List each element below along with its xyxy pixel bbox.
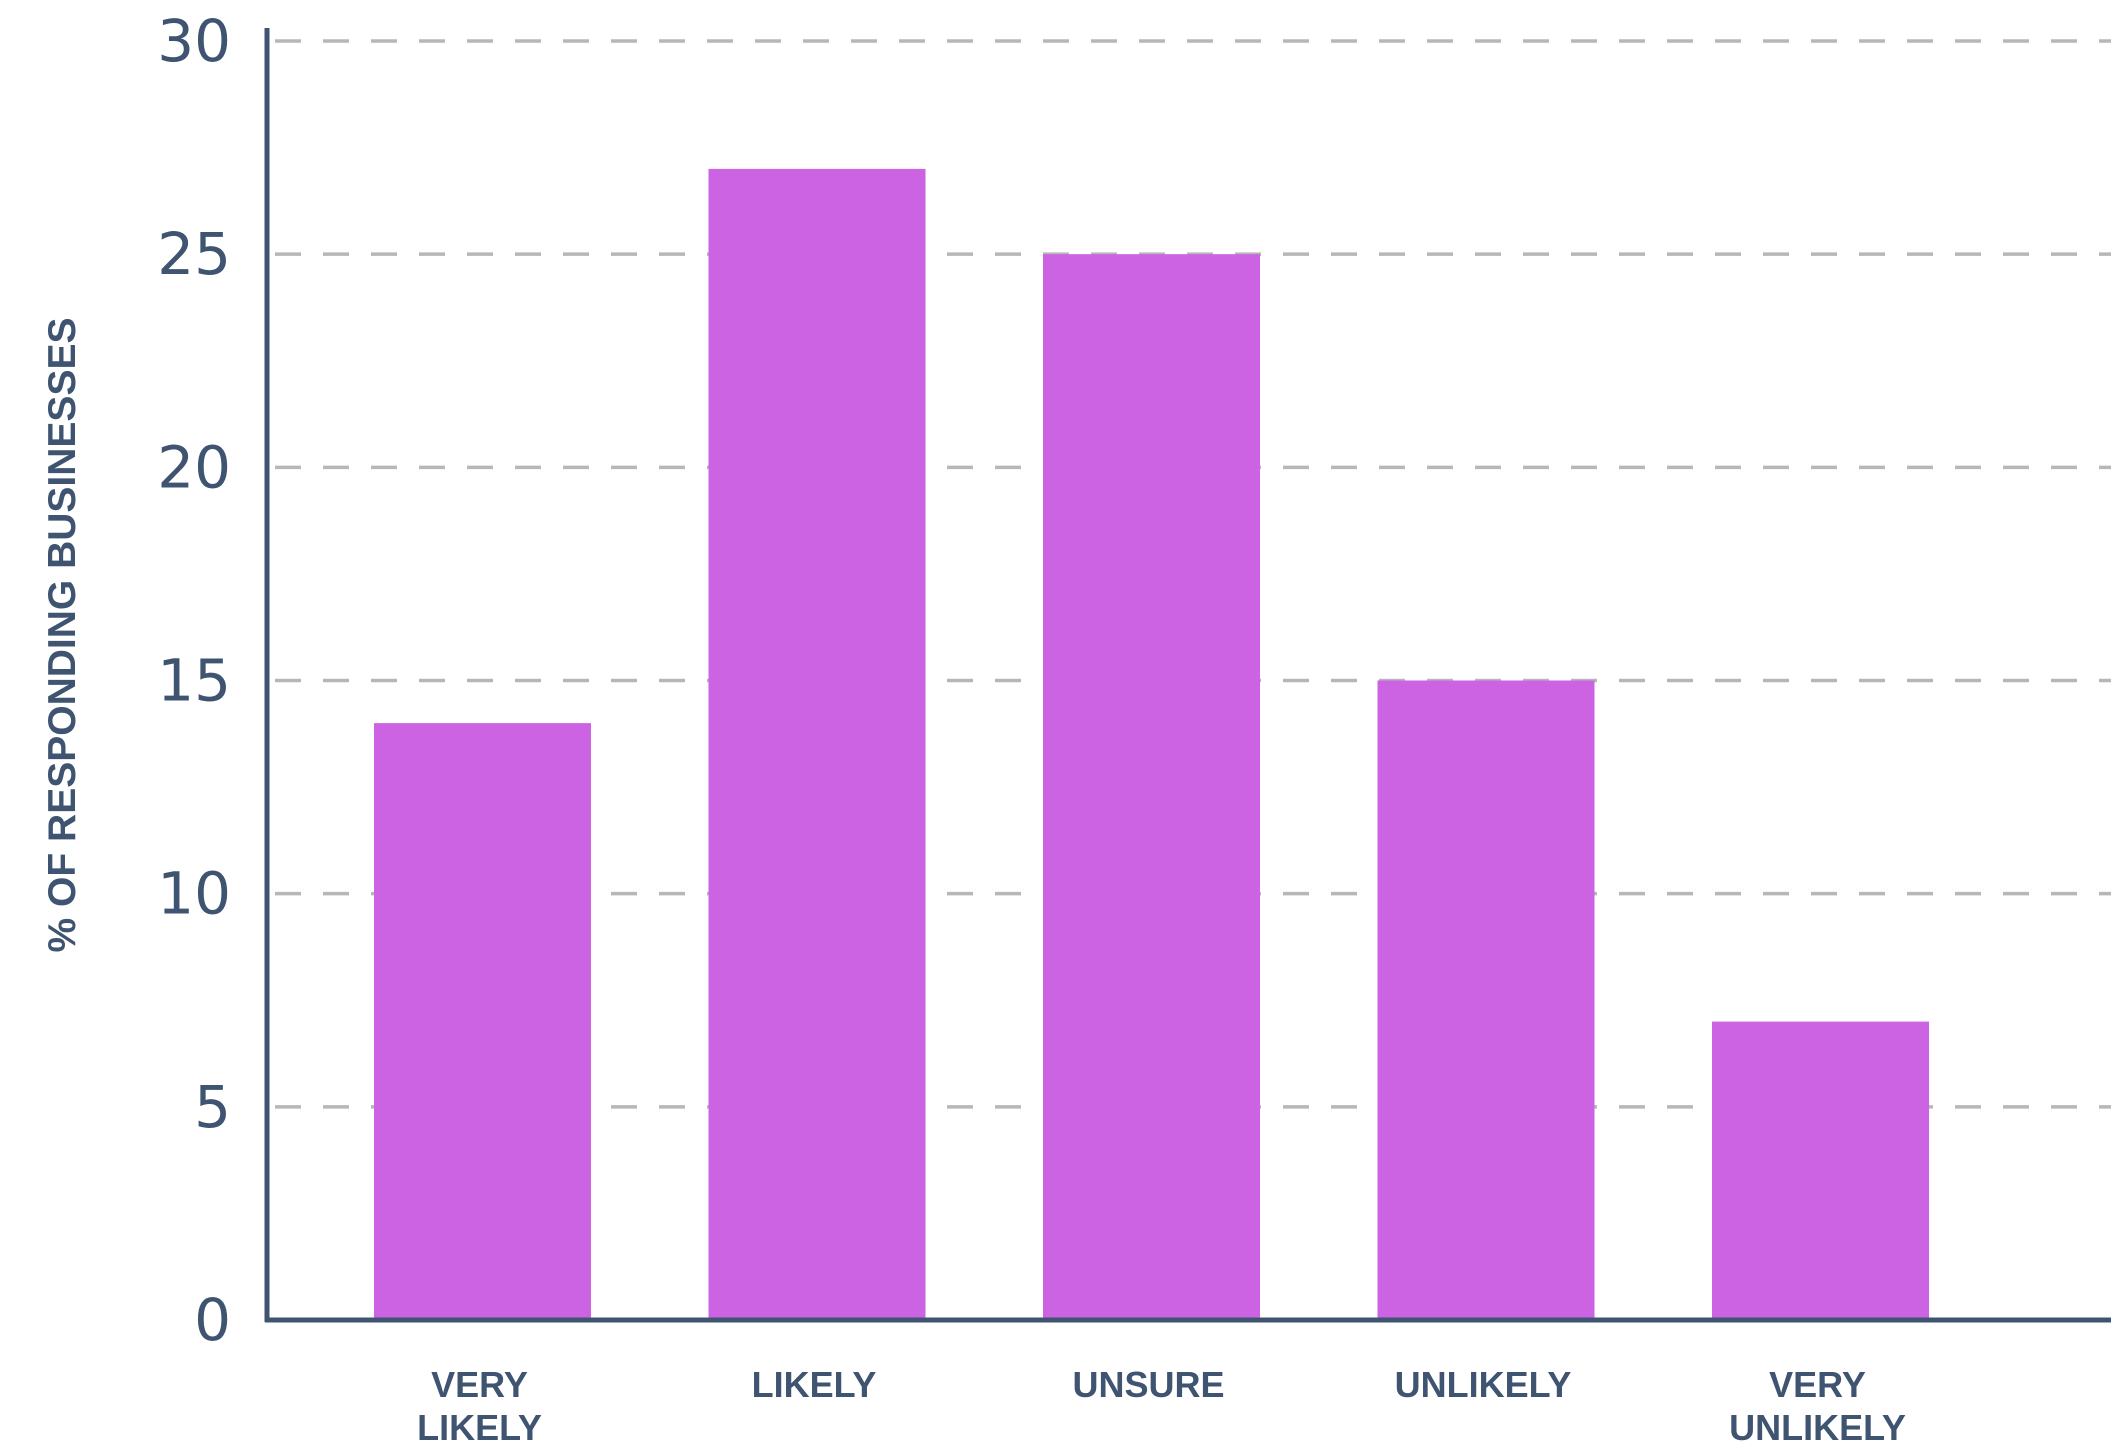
y-axis-title: % OF RESPONDING BUSINESSES xyxy=(41,318,84,953)
bar xyxy=(708,168,926,1320)
y-tick-label: 15 xyxy=(157,647,231,715)
x-tick-label: LIKELY xyxy=(752,1364,877,1405)
y-tick-label: 30 xyxy=(157,7,231,75)
y-tick-label: 10 xyxy=(157,860,231,928)
x-tick-label: UNLIKELY xyxy=(1395,1364,1572,1405)
bar xyxy=(1043,254,1260,1321)
y-tick-label: 20 xyxy=(157,433,231,501)
bars xyxy=(374,168,1929,1321)
x-tick-label: VERY LIKELY xyxy=(417,1364,542,1442)
y-tick-label: 0 xyxy=(194,1286,231,1354)
x-tick-label: VERY UNLIKELY xyxy=(1729,1364,1906,1442)
axes xyxy=(264,28,2111,1323)
y-tick-label: 25 xyxy=(157,220,231,288)
y-tick-label: 5 xyxy=(194,1073,231,1141)
x-tick-labels: VERY LIKELY LIKELY UNSURE UNLIKELY VERY UNLIKE… xyxy=(417,1364,1906,1442)
y-tick-labels: 0 5 10 15 20 25 30 xyxy=(157,7,231,1354)
x-tick-label: UNSURE xyxy=(1072,1364,1224,1405)
bar xyxy=(374,723,591,1320)
bar xyxy=(1712,1021,1929,1320)
bar xyxy=(1377,680,1595,1320)
